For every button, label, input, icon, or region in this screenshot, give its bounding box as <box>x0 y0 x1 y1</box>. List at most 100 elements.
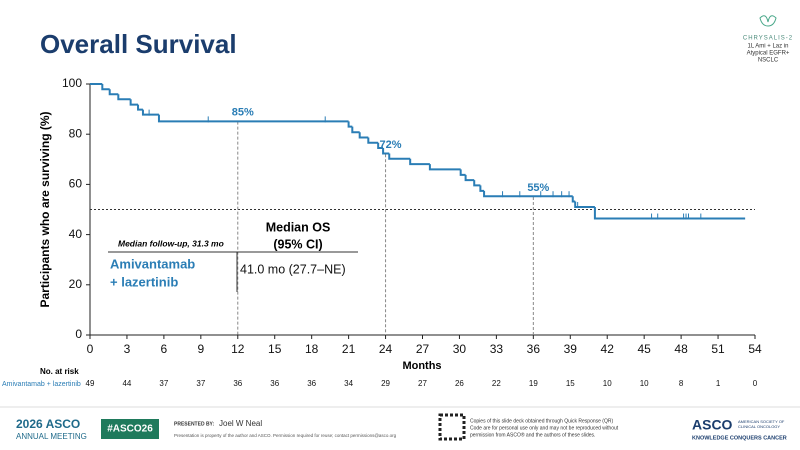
y-tick-label: 0 <box>75 327 82 341</box>
at-risk-count: 29 <box>381 379 390 388</box>
followup-note: Median follow-up, 31.3 mo <box>118 238 224 248</box>
km-step <box>409 158 430 166</box>
landmark-label: 55% <box>527 182 549 194</box>
at-risk-count: 15 <box>566 379 575 388</box>
median-header: Median OS <box>266 220 331 234</box>
x-tick-label: 45 <box>637 342 651 356</box>
km-step <box>117 94 131 101</box>
x-tick-label: 36 <box>527 342 541 356</box>
logo-line: NSCLC <box>758 58 779 64</box>
x-tick-label: 15 <box>268 342 282 356</box>
km-step <box>574 201 595 208</box>
median-value: 41.0 mo (27.7–NE) <box>240 262 346 276</box>
km-step <box>473 180 481 187</box>
km-step <box>428 164 461 171</box>
meeting: 2026 ASCO <box>16 417 80 431</box>
y-tick-label: 60 <box>69 177 83 191</box>
hashtag-box <box>101 419 159 439</box>
km-step <box>377 142 384 150</box>
at-risk-name: Amivantamab + lazertinib <box>2 381 81 388</box>
at-risk-count: 1 <box>716 379 721 388</box>
arm-label: + lazertinib <box>110 274 178 289</box>
y-tick-label: 100 <box>62 76 82 90</box>
x-tick-label: 21 <box>342 342 356 356</box>
km-step <box>137 104 143 111</box>
qr-text: Copies of this slide deck obtained throu… <box>470 418 613 424</box>
at-risk-count: 27 <box>418 379 427 388</box>
notice: Presentation is property of the author a… <box>174 433 397 438</box>
median-header: (95% CI) <box>273 237 322 251</box>
x-tick-label: 54 <box>748 342 762 356</box>
y-tick-label: 40 <box>69 227 83 241</box>
x-tick-label: 6 <box>161 342 168 356</box>
x-tick-label: 24 <box>379 342 393 356</box>
at-risk-count: 22 <box>492 379 501 388</box>
x-tick-label: 27 <box>416 342 430 356</box>
presenter: Joel W Neal <box>219 419 262 428</box>
landmark-label: 72% <box>380 139 402 151</box>
at-risk-count: 10 <box>640 379 649 388</box>
km-step <box>479 185 485 192</box>
km-step <box>382 148 390 155</box>
x-tick-label: 33 <box>490 342 504 356</box>
km-step <box>129 99 139 106</box>
at-risk-count: 8 <box>679 379 684 388</box>
arm-label: Amivantamab <box>110 256 195 271</box>
x-tick-label: 0 <box>87 342 94 356</box>
x-tick-label: 51 <box>711 342 725 356</box>
km-step <box>367 137 379 144</box>
x-tick-label: 48 <box>674 342 688 356</box>
km-step <box>157 114 349 123</box>
x-tick-label: 30 <box>453 342 467 356</box>
km-step <box>108 89 119 96</box>
org-sub: AMERICAN SOCIETY OF <box>738 419 785 424</box>
org-sub: CLINICAL ONCOLOGY <box>738 424 780 429</box>
at-risk-count: 19 <box>529 379 538 388</box>
org: ASCO <box>692 417 733 433</box>
x-tick-label: 18 <box>305 342 319 356</box>
km-step <box>351 126 360 134</box>
logo: CHRYSALIS-2 <box>743 36 793 42</box>
hashtag: #ASCO26 <box>107 424 153 435</box>
km-step <box>464 174 475 182</box>
y-axis-label: Participants who are surviving (%) <box>38 111 52 307</box>
presented-by: PRESENTED BY: <box>174 421 215 427</box>
qr-code <box>438 413 466 441</box>
tagline: KNOWLEDGE CONQUERS CANCER <box>692 435 787 441</box>
logo-icon <box>759 15 777 27</box>
logo-line: 1L Ami + Laz in <box>748 44 789 50</box>
km-step <box>141 109 159 116</box>
km-step <box>101 84 110 91</box>
at-risk-count: 26 <box>455 379 464 388</box>
at-risk-count: 37 <box>159 379 168 388</box>
at-risk-title: No. at risk <box>40 367 79 376</box>
slide-title: Overall Survival <box>40 29 237 59</box>
km-step <box>347 121 353 128</box>
at-risk-count: 49 <box>86 379 95 388</box>
at-risk-count: 10 <box>603 379 612 388</box>
at-risk-count: 36 <box>233 379 242 388</box>
x-tick-label: 42 <box>601 342 615 356</box>
qr-text: permission from ASCO® and the authors of… <box>470 431 595 438</box>
x-axis-label: Months <box>402 360 441 372</box>
x-tick-label: 9 <box>197 342 204 356</box>
km-step <box>593 206 746 220</box>
at-risk-count: 0 <box>753 379 758 388</box>
at-risk-count: 36 <box>270 379 279 388</box>
x-tick-label: 39 <box>564 342 578 356</box>
at-risk-count: 44 <box>122 379 131 388</box>
landmark-label: 85% <box>232 107 254 119</box>
qr-text: Code are for personal use only and may n… <box>470 425 619 431</box>
x-tick-label: 3 <box>124 342 131 356</box>
meeting-sub: ANNUAL MEETING <box>16 432 87 441</box>
at-risk-count: 37 <box>196 379 205 388</box>
y-tick-label: 20 <box>69 277 83 291</box>
km-step <box>483 190 573 198</box>
km-step <box>459 169 466 176</box>
logo-line: Atypical EGFR+ <box>747 51 790 57</box>
km-step <box>388 153 411 160</box>
x-tick-label: 12 <box>231 342 245 356</box>
